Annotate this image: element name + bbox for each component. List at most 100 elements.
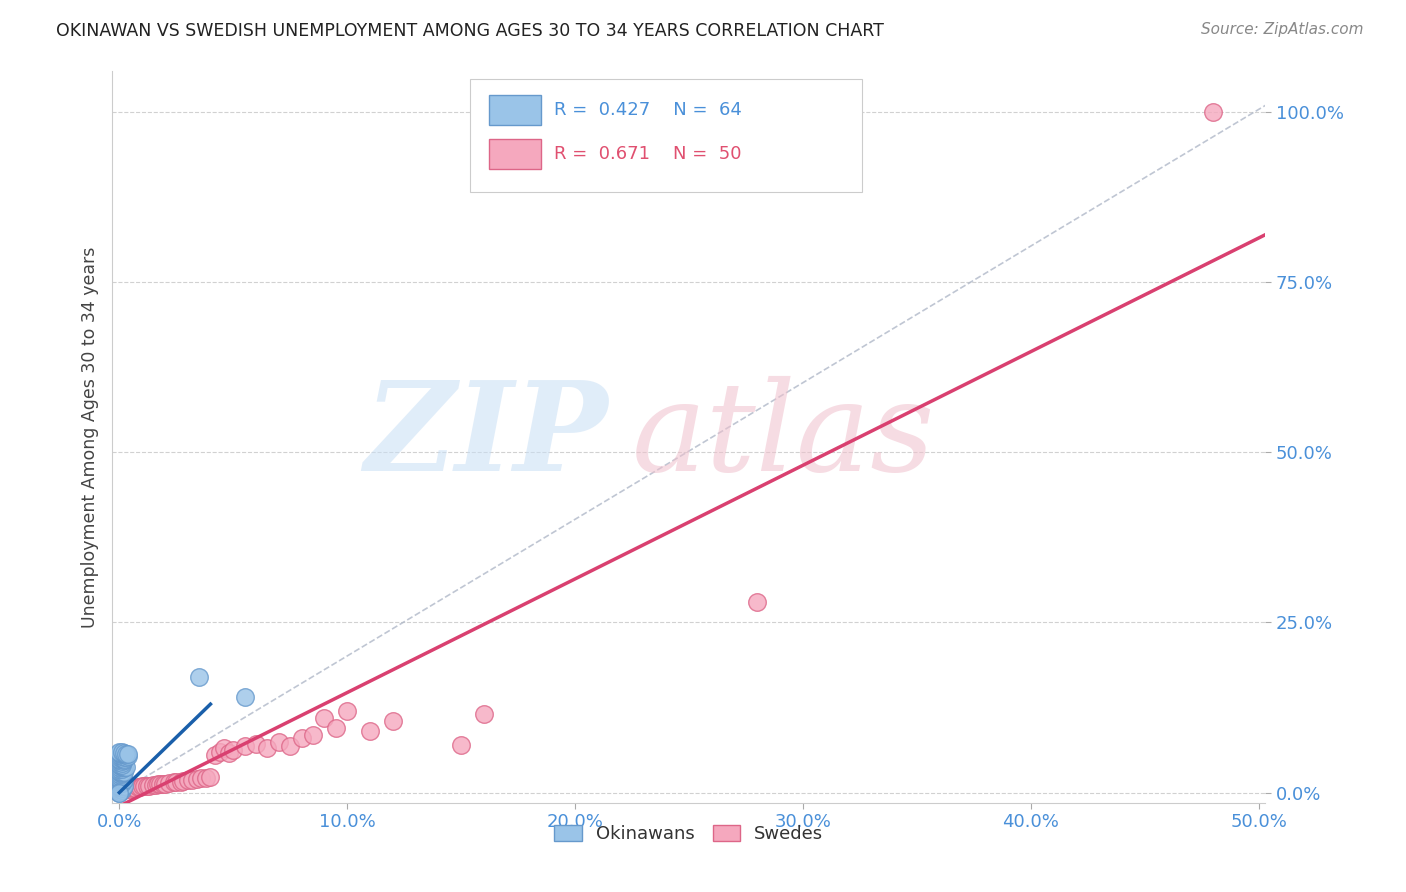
Point	[186, 772, 208, 786]
Point	[291, 731, 314, 746]
Point	[108, 758, 131, 772]
Point	[108, 753, 131, 767]
Point	[138, 779, 160, 793]
Point	[159, 776, 181, 790]
Point	[108, 750, 131, 764]
Text: atlas: atlas	[631, 376, 935, 498]
Point	[212, 741, 235, 756]
Point	[233, 739, 256, 754]
Point	[190, 772, 212, 786]
Point	[110, 776, 132, 790]
Point	[110, 763, 132, 777]
Point	[108, 784, 131, 798]
Point	[110, 760, 132, 774]
Point	[108, 748, 131, 763]
Point	[108, 751, 131, 765]
Point	[381, 714, 404, 728]
Point	[115, 782, 138, 797]
Text: R =  0.671    N =  50: R = 0.671 N = 50	[554, 145, 741, 163]
Point	[110, 754, 132, 768]
Point	[108, 746, 131, 760]
Point	[110, 759, 132, 773]
Point	[127, 780, 149, 794]
Point	[110, 783, 132, 797]
Point	[124, 780, 146, 795]
Point	[108, 786, 131, 800]
Point	[222, 743, 245, 757]
Point	[233, 690, 256, 705]
Point	[110, 767, 132, 781]
Point	[110, 765, 132, 780]
Point	[146, 777, 169, 791]
Point	[110, 748, 132, 763]
Point	[149, 777, 172, 791]
Point	[110, 772, 132, 786]
Point	[110, 757, 132, 772]
Point	[108, 780, 131, 794]
Point	[110, 764, 132, 779]
Point	[110, 746, 132, 760]
Point	[472, 707, 495, 722]
Point	[112, 753, 135, 767]
Point	[135, 779, 157, 793]
Point	[108, 772, 131, 786]
Point	[117, 747, 139, 762]
Point	[208, 745, 231, 759]
Point	[122, 780, 145, 795]
Point	[153, 777, 176, 791]
Point	[142, 778, 165, 792]
Point	[325, 721, 347, 735]
FancyBboxPatch shape	[489, 95, 541, 126]
Point	[120, 781, 142, 796]
Point	[108, 762, 131, 776]
Point	[218, 746, 240, 760]
Point	[112, 773, 135, 788]
Point	[204, 748, 226, 763]
Text: Source: ZipAtlas.com: Source: ZipAtlas.com	[1201, 22, 1364, 37]
Point	[163, 775, 186, 789]
Point	[108, 775, 131, 789]
Point	[278, 739, 301, 754]
Point	[108, 765, 131, 780]
Point	[108, 773, 131, 788]
Point	[108, 764, 131, 778]
Point	[134, 780, 156, 794]
Point	[359, 724, 381, 739]
Point	[152, 777, 174, 791]
Point	[200, 770, 222, 784]
Point	[108, 755, 131, 769]
Point	[302, 728, 325, 742]
Point	[314, 711, 336, 725]
Point	[108, 779, 131, 793]
Point	[110, 756, 132, 770]
Point	[245, 737, 267, 751]
Point	[108, 745, 131, 759]
Point	[117, 748, 139, 763]
Point	[110, 774, 132, 789]
FancyBboxPatch shape	[470, 78, 862, 192]
Point	[115, 747, 138, 761]
Point	[110, 752, 132, 766]
Point	[108, 786, 131, 800]
Point	[110, 751, 132, 765]
Point	[108, 757, 131, 772]
Point	[112, 760, 135, 774]
Point	[115, 750, 138, 764]
Point	[110, 772, 132, 787]
Y-axis label: Unemployment Among Ages 30 to 34 years: Unemployment Among Ages 30 to 34 years	[80, 246, 98, 628]
Point	[267, 734, 290, 748]
Point	[108, 771, 131, 785]
Point	[108, 760, 131, 774]
Point	[194, 771, 217, 785]
Point	[112, 780, 135, 794]
Point	[112, 746, 135, 760]
Point	[176, 773, 198, 788]
Point	[108, 768, 131, 782]
Point	[170, 774, 193, 789]
Text: R =  0.427    N =  64: R = 0.427 N = 64	[554, 101, 742, 120]
Point	[188, 670, 211, 684]
Point	[112, 747, 135, 762]
Point	[112, 765, 135, 780]
Point	[128, 780, 150, 794]
Point	[1202, 105, 1225, 120]
